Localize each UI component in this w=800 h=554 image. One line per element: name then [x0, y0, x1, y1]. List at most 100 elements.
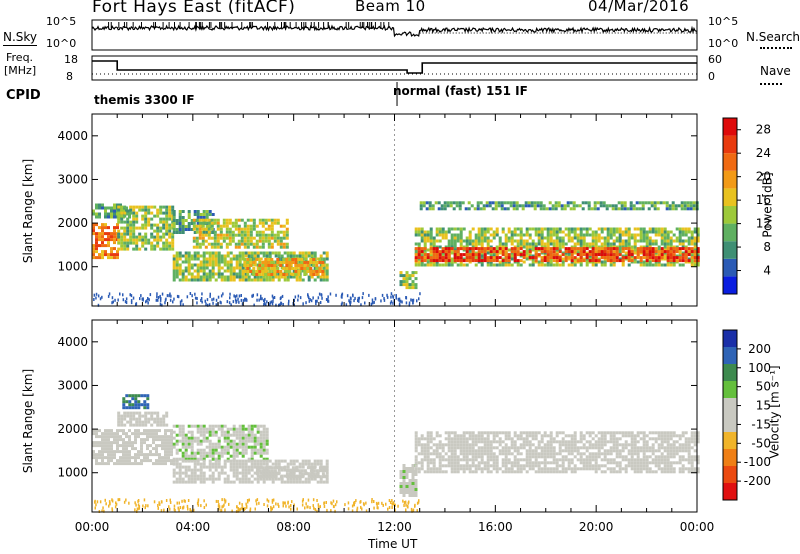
heatmap-cell — [618, 233, 622, 237]
heatmap-cell — [190, 257, 194, 261]
heatmap-cell — [414, 230, 418, 234]
heatmap-cell — [138, 226, 142, 230]
heatmap-cell — [615, 259, 619, 263]
heatmap-cell — [681, 253, 685, 257]
heatmap-cell — [636, 434, 640, 438]
heatmap-cell — [602, 201, 606, 205]
heatmap-cell — [438, 470, 442, 474]
heatmap-cell — [417, 233, 421, 237]
heatmap-cell — [402, 494, 406, 497]
heatmap-cell — [101, 444, 104, 448]
heatmap-cell — [241, 454, 245, 458]
heatmap-cell — [543, 247, 547, 251]
heatmap-cell — [474, 263, 478, 267]
ground-scatter-cell — [204, 299, 206, 303]
heatmap-cell — [408, 479, 412, 482]
heatmap-cell — [219, 236, 223, 240]
heatmap-cell — [579, 452, 583, 456]
ground-scatter-cell — [156, 292, 158, 296]
heatmap-cell — [420, 230, 424, 234]
heatmap-cell — [570, 259, 574, 263]
heatmap-cell — [204, 233, 208, 237]
heatmap-cell — [528, 227, 532, 231]
heatmap-cell — [324, 475, 328, 479]
heatmap-cell — [543, 431, 547, 435]
ground-scatter-cell — [238, 294, 241, 298]
heatmap-cell — [214, 448, 218, 452]
heatmap-cell — [156, 229, 160, 233]
heatmap-cell — [498, 443, 502, 447]
heatmap-cell — [122, 438, 125, 442]
heatmap-cell — [642, 233, 646, 237]
heatmap-cell — [483, 233, 487, 237]
heatmap-cell — [450, 467, 454, 471]
heatmap-cell — [651, 227, 655, 231]
heatmap-cell — [564, 467, 568, 471]
heatmap-cell — [107, 238, 110, 242]
heatmap-cell — [196, 272, 200, 276]
heatmap-cell — [672, 245, 676, 249]
heatmap-cell — [648, 245, 652, 249]
heatmap-cell — [162, 220, 166, 224]
heatmap-cell — [570, 230, 574, 234]
heatmap-cell — [435, 239, 439, 243]
heatmap-cell — [641, 207, 645, 211]
heatmap-cell — [594, 230, 598, 234]
heatmap-cell — [591, 253, 595, 257]
heatmap-cell — [175, 439, 179, 443]
heatmap-cell — [261, 264, 265, 267]
heatmap-cell — [450, 464, 454, 468]
heatmap-cell — [432, 464, 436, 468]
heatmap-cell — [666, 239, 670, 243]
heatmap-cell — [208, 439, 212, 443]
heatmap-cell — [564, 455, 568, 459]
heatmap-cell — [120, 220, 124, 224]
heatmap-cell — [267, 466, 271, 470]
heatmap-cell — [98, 238, 101, 242]
heatmap-cell — [497, 201, 501, 205]
heatmap-cell — [110, 444, 113, 448]
heatmap-cell — [247, 275, 251, 279]
heatmap-cell — [570, 250, 574, 254]
heatmap-cell — [241, 468, 245, 472]
heatmap-cell — [411, 479, 415, 482]
heatmap-cell — [153, 205, 157, 209]
heatmap-cell — [458, 207, 462, 211]
heatmap-cell — [253, 477, 257, 481]
heatmap-cell — [232, 457, 236, 461]
heatmap-cell — [480, 440, 484, 444]
heatmap-cell — [494, 204, 498, 208]
heatmap-cell — [208, 278, 212, 282]
heatmap-cell — [195, 218, 199, 222]
heatmap-cell — [497, 204, 501, 208]
noise-right-tick-top: 10^5 — [708, 15, 739, 28]
heatmap-cell — [528, 245, 532, 249]
heatmap-cell — [146, 403, 150, 407]
heatmap-cell — [235, 257, 239, 261]
heatmap-cell — [232, 471, 236, 475]
heatmap-cell — [516, 437, 520, 441]
heatmap-cell — [217, 442, 221, 446]
heatmap-cell — [253, 424, 257, 428]
heatmap-cell — [606, 253, 610, 257]
heatmap-cell — [219, 245, 223, 249]
heatmap-cell — [408, 470, 412, 473]
heatmap-cell — [116, 226, 119, 230]
heatmap-cell — [471, 253, 475, 257]
heatmap-cell — [132, 220, 136, 224]
heatmap-cell — [207, 218, 211, 222]
heatmap-cell — [175, 471, 179, 475]
ground-scatter-cell — [155, 298, 158, 302]
heatmap-cell — [250, 433, 254, 437]
heatmap-cell — [238, 451, 242, 455]
heatmap-cell — [516, 227, 520, 231]
heatmap-cell — [414, 286, 418, 290]
heatmap-cell — [141, 414, 145, 418]
heatmap-cell — [126, 420, 130, 424]
heatmap-cell — [654, 227, 658, 231]
heatmap-cell — [450, 257, 454, 261]
heatmap-cell — [98, 435, 101, 439]
heatmap-cell — [204, 245, 208, 249]
heatmap-cell — [468, 446, 472, 450]
heatmap-cell — [573, 449, 577, 453]
